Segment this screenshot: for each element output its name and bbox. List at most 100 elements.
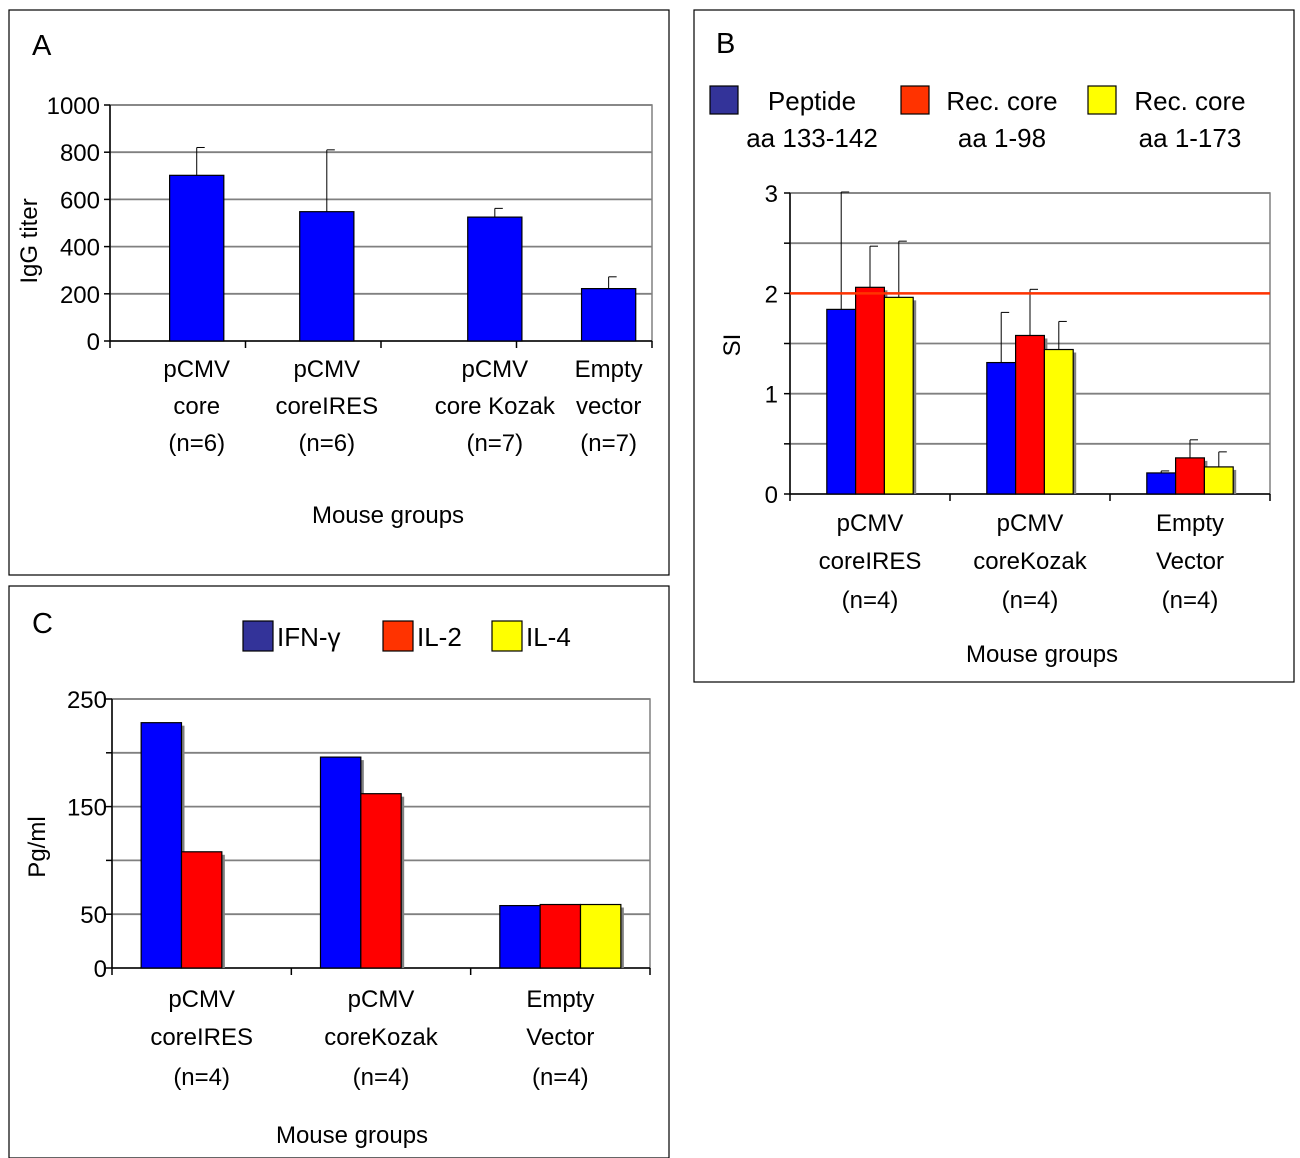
category-label: (n=4) xyxy=(1002,587,1059,614)
bar xyxy=(539,903,582,969)
panel-a-xlabel: Mouse groups xyxy=(312,502,464,529)
bar xyxy=(467,216,523,342)
bar xyxy=(319,756,362,969)
category-label: coreKozak xyxy=(324,1024,438,1051)
category-label: (n=6) xyxy=(168,430,225,457)
category-label: (n=4) xyxy=(173,1064,230,1091)
category-label: Empty xyxy=(575,356,643,383)
category-label: pCMV xyxy=(163,356,230,383)
panel-c-labels: 0 50 150 250 pCMV coreIRES (n=4) pCMV coreKozak (… xyxy=(67,687,594,1091)
category-label: core Kozak xyxy=(435,393,556,420)
bar xyxy=(169,174,225,342)
category-label: core xyxy=(173,393,220,420)
bar xyxy=(499,904,541,969)
y-tick-label: 2 xyxy=(765,281,778,308)
category-label: (n=7) xyxy=(580,430,637,457)
category-label: pCMV xyxy=(168,986,235,1013)
legend-label: aa 1-173 xyxy=(1139,123,1242,153)
bar xyxy=(1146,472,1177,495)
bar xyxy=(826,308,857,495)
y-tick-label: 800 xyxy=(60,140,100,167)
legend-swatch xyxy=(709,85,739,115)
legend-label: IFN-γ xyxy=(277,622,341,652)
bar xyxy=(883,296,914,495)
legend-label: aa 1-98 xyxy=(958,123,1046,153)
y-tick-label: 0 xyxy=(765,482,778,509)
panel-b-legend: Peptide aa 133-142 Rec. core aa 1-98 Rec. co… xyxy=(709,85,1246,153)
panel-b-bars xyxy=(790,191,1270,495)
bar xyxy=(580,288,637,342)
category-label: Vector xyxy=(1156,548,1224,575)
panel-a: A 0 200 400 600 800 1000 pCMV core (n=6) pCMV core… xyxy=(8,9,670,576)
bar xyxy=(986,361,1017,495)
panel-c-legend: IFN-γ IL-2 IL-4 xyxy=(242,620,571,652)
category-label: vector xyxy=(576,393,641,420)
panel-c: C IFN-γ IL-2 IL-4 0 50 150 250 pCMV coreIRES (n=… xyxy=(8,585,670,1158)
y-tick-label: 1000 xyxy=(47,93,100,120)
bar xyxy=(854,286,885,495)
panel-b-ylabel: SI xyxy=(719,334,746,357)
bar xyxy=(1174,457,1205,495)
panel-b-frame xyxy=(693,9,1295,683)
category-label: Empty xyxy=(526,986,594,1013)
category-label: (n=7) xyxy=(466,430,523,457)
bar xyxy=(1014,334,1045,495)
category-label: Vector xyxy=(526,1024,594,1051)
category-label: (n=4) xyxy=(842,587,899,614)
y-tick-label: 3 xyxy=(765,181,778,208)
category-label: coreIRES xyxy=(819,548,922,575)
y-tick-label: 1 xyxy=(765,382,778,409)
legend-swatch xyxy=(382,620,414,652)
category-label: pCMV xyxy=(461,356,528,383)
bar xyxy=(579,903,622,969)
legend-swatch xyxy=(900,85,930,115)
panel-c-bars xyxy=(140,722,624,969)
legend-swatch xyxy=(491,620,523,652)
category-label: coreIRES xyxy=(275,393,378,420)
category-label: (n=4) xyxy=(1162,587,1219,614)
legend-label: aa 133-142 xyxy=(746,123,878,153)
y-tick-label: 200 xyxy=(60,282,100,309)
legend-swatch xyxy=(242,620,274,652)
bar xyxy=(1043,348,1074,495)
panel-a-letter: A xyxy=(32,30,52,62)
panel-c-letter: C xyxy=(32,608,53,640)
panel-a-labels: 0 200 400 600 800 1000 pCMV core (n=6) pCMV coreIR… xyxy=(47,93,643,457)
panel-b: B Peptide aa 133-142 Rec. core aa 1-98 Rec. … xyxy=(693,9,1295,683)
y-tick-label: 50 xyxy=(80,902,107,929)
category-label: (n=6) xyxy=(298,430,355,457)
panel-a-bars xyxy=(169,146,637,342)
y-tick-label: 250 xyxy=(67,687,107,714)
panel-c-xlabel: Mouse groups xyxy=(276,1122,428,1149)
panel-c-frame xyxy=(8,585,670,1158)
bar xyxy=(299,211,355,342)
legend-label: Peptide xyxy=(768,86,856,116)
category-label: Empty xyxy=(1156,510,1224,537)
category-label: pCMV xyxy=(997,510,1064,537)
bar xyxy=(360,793,402,969)
y-tick-label: 0 xyxy=(94,956,107,983)
panel-b-labels: 0 1 2 3 pCMV coreIRES (n=4) pCMV coreKozak (n=4) E… xyxy=(765,181,1224,614)
y-tick-label: 150 xyxy=(67,795,107,822)
panel-b-letter: B xyxy=(716,28,735,60)
legend-label: Rec. core xyxy=(1134,86,1245,116)
category-label: (n=4) xyxy=(353,1064,410,1091)
panel-b-xlabel: Mouse groups xyxy=(966,641,1118,668)
category-label: pCMV xyxy=(293,356,360,383)
category-label: coreIRES xyxy=(150,1024,253,1051)
panel-a-frame xyxy=(8,9,670,576)
bar xyxy=(140,722,183,969)
category-label: pCMV xyxy=(837,510,904,537)
y-tick-label: 400 xyxy=(60,235,100,262)
bar xyxy=(180,851,223,969)
category-label: (n=4) xyxy=(532,1064,589,1091)
bar xyxy=(1203,466,1234,495)
category-label: pCMV xyxy=(348,986,415,1013)
legend-label: IL-4 xyxy=(526,622,571,652)
category-label: coreKozak xyxy=(973,548,1087,575)
panel-c-ylabel: Pg/ml xyxy=(24,816,51,877)
legend-swatch xyxy=(1087,85,1117,115)
legend-label: Rec. core xyxy=(946,86,1057,116)
legend-label: IL-2 xyxy=(417,622,462,652)
